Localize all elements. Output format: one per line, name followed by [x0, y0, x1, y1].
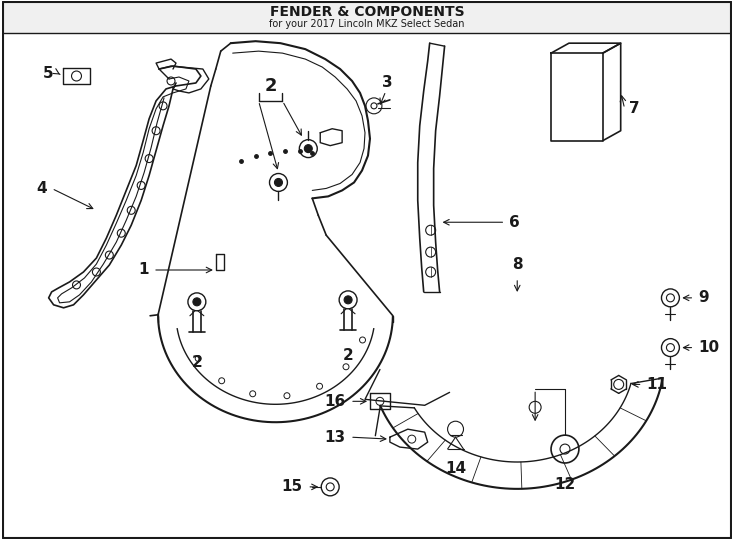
Text: 4: 4 [36, 181, 47, 196]
Text: 10: 10 [698, 340, 719, 355]
Text: 6: 6 [509, 215, 520, 230]
Bar [2, 2, 732, 33]
Text: for your 2017 Lincoln MKZ Select Sedan: for your 2017 Lincoln MKZ Select Sedan [269, 19, 465, 29]
Text: 16: 16 [324, 394, 345, 409]
Text: 2: 2 [264, 77, 277, 95]
Text: 11: 11 [647, 377, 667, 392]
Text: 2: 2 [192, 355, 203, 369]
Circle shape [305, 145, 312, 153]
Circle shape [344, 296, 352, 304]
Text: 7: 7 [628, 102, 639, 116]
Text: 13: 13 [324, 430, 345, 444]
Circle shape [275, 179, 283, 186]
Text: 1: 1 [139, 262, 149, 278]
Text: 15: 15 [281, 480, 302, 495]
Text: 12: 12 [554, 477, 575, 492]
Circle shape [193, 298, 201, 306]
Text: 9: 9 [698, 291, 709, 305]
Text: 2: 2 [343, 348, 354, 362]
Text: 5: 5 [43, 65, 54, 80]
Text: 8: 8 [512, 257, 523, 272]
Text: 14: 14 [445, 461, 466, 476]
Text: FENDER & COMPONENTS: FENDER & COMPONENTS [269, 5, 465, 19]
Text: 3: 3 [382, 76, 393, 91]
